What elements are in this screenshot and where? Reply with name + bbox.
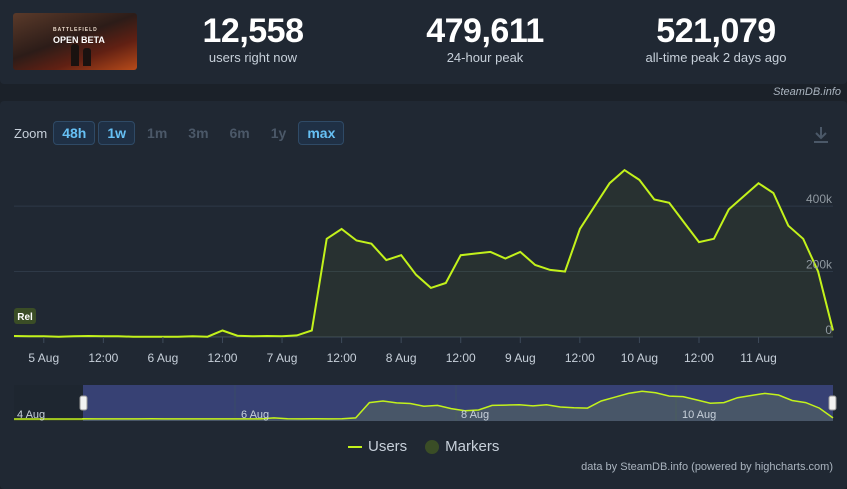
users-area [14,170,833,337]
soldier-figure-icon [71,44,79,66]
chart-legend: Users Markers [348,438,499,455]
navigator-right-handle[interactable] [828,395,837,411]
navigator-background [14,385,833,421]
x-tick-label: 10 Aug [621,351,658,365]
soldier-figure-icon [83,48,91,66]
thumbnail-line2: OPEN BETA [53,35,105,45]
y-tick-label: 400k [806,192,833,206]
zoom-48h-button[interactable]: 48h [53,121,96,145]
y-tick-label: 0 [825,323,832,337]
x-tick-label: 6 Aug [148,351,179,365]
download-icon[interactable] [812,125,830,145]
navigator-left-handle[interactable] [79,395,88,411]
stat-value: 479,611 [426,12,544,50]
x-tick-label: 12:00 [446,351,476,365]
stat-24h-peak: 479,611 24-hour peak [405,12,565,66]
x-tick-label: 9 Aug [505,351,536,365]
stat-label: 24-hour peak [446,50,524,65]
x-tick-label: 12:00 [327,351,357,365]
line-swatch-icon [348,445,362,448]
legend-markers-label: Markers [445,438,500,455]
x-tick-label: 12:00 [565,351,595,365]
navigator-x-label: 6 Aug [241,409,269,421]
zoom-1y-button[interactable]: 1y [270,125,287,141]
zoom-max-button[interactable]: max [298,121,345,145]
users-line [13,168,834,338]
stats-bar: BATTLEFIELD OPEN BETA 12,558 users right… [0,0,847,84]
stat-value: 521,079 [656,12,776,50]
navigator-line [14,390,834,420]
zoom-6m-button[interactable]: 6m [229,125,250,141]
legend-users[interactable]: Users [348,438,407,455]
legend-users-label: Users [368,438,408,455]
x-tick-label: 5 Aug [28,351,59,365]
release-marker-label: Rel [17,312,33,323]
x-tick-label: 8 Aug [386,351,417,365]
navigator-x-label: 8 Aug [461,409,489,421]
legend-markers[interactable]: Markers [425,438,499,455]
x-tick-label: 11 Aug [740,351,776,365]
marker-swatch-icon [425,439,440,454]
zoom-1m-button[interactable]: 1m [147,125,168,141]
stat-current-users: 12,558 users right now [173,12,333,66]
navigator-x-label: 10 Aug [682,409,716,421]
x-tick-label: 12:00 [684,351,714,365]
stat-label: all-time peak 2 days ago [645,50,787,65]
navigator-x-label: 4 Aug [17,409,45,421]
navigator-area [14,391,833,421]
chart-panel [0,101,847,489]
zoom-controls: Zoom 48h 1w 1m 3m 6m 1y max [14,120,347,146]
y-tick-label: 200k [806,258,833,272]
footer-credit[interactable]: data by SteamDB.info (powered by highcha… [581,461,833,473]
zoom-label: Zoom [14,125,48,141]
stat-all-time-peak: 521,079 all-time peak 2 days ago [616,12,816,66]
x-tick-label: 12:00 [88,351,118,365]
zoom-3m-button[interactable]: 3m [188,125,209,141]
stat-value: 12,558 [202,12,305,50]
zoom-1w-button[interactable]: 1w [98,121,136,145]
steamdb-credit[interactable]: SteamDB.info [773,86,841,98]
x-tick-label: 7 Aug [267,351,298,365]
x-tick-label: 12:00 [207,351,237,365]
stat-label: users right now [208,50,298,65]
release-marker [14,308,36,324]
thumbnail-line1: BATTLEFIELD [53,27,98,33]
game-thumbnail[interactable]: BATTLEFIELD OPEN BETA [13,13,137,70]
